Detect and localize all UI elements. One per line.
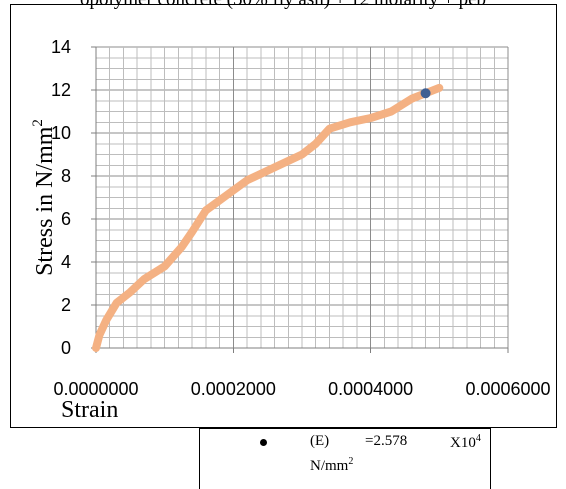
annotation-label: (E) (310, 433, 330, 449)
modulus-annotation-box: (E) =2.578 X104 N/mm2 (199, 428, 491, 489)
chart-area-border (10, 4, 557, 428)
y-tick-label: 6 (61, 209, 71, 229)
x-tick-label: 0.0002000 (191, 379, 276, 399)
y-tick-label: 8 (61, 166, 71, 186)
highlight-marker (420, 88, 431, 99)
stress-strain-line (92, 83, 444, 352)
x-tick-label: 0.0004000 (328, 379, 413, 399)
series-layer (92, 83, 444, 352)
y-tick-label: 2 (61, 295, 71, 315)
y-tick-label: 14 (51, 37, 71, 57)
axes (91, 46, 509, 353)
annotation-value: =2.578 (365, 433, 408, 449)
y-tick-label: 4 (61, 252, 71, 272)
y-axis-title: Stress in N/mm2 (30, 119, 58, 276)
annotation-unit: N/mm2 (310, 456, 354, 474)
y-tick-label: 0 (61, 338, 71, 358)
x-tick-label: 0.0006000 (465, 379, 550, 399)
y-tick-label: 12 (51, 80, 71, 100)
x-axis-title: Strain (61, 397, 118, 423)
bullet-icon (260, 439, 267, 446)
y-tick-label: 10 (51, 123, 71, 143)
x-tick-label: 0.0000000 (53, 379, 138, 399)
grid (96, 46, 509, 348)
annotation-multiplier: X104 (450, 433, 481, 451)
labels: 0 2 4 6 8 10 12 14 0.0000000 0.0002000 0.0004000 0.… (30, 37, 551, 423)
